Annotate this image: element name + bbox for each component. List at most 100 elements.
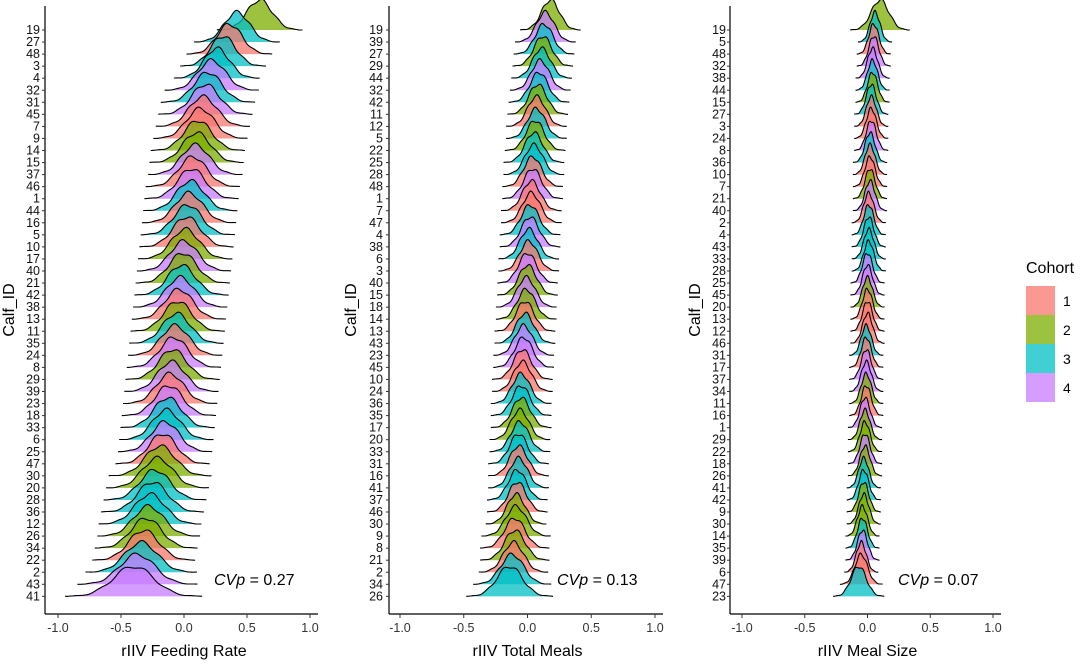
ridge-line-calf-35 xyxy=(490,385,552,417)
calf-id-label: 18 xyxy=(26,409,40,423)
ridge-line-calf-41 xyxy=(846,455,881,489)
calf-id-label: 36 xyxy=(369,397,383,411)
calf-id-label: 45 xyxy=(369,360,383,374)
ridge-line-calf-25 xyxy=(850,252,885,284)
ridge-line-calf-3 xyxy=(180,36,266,67)
ridge-line-calf-25 xyxy=(118,420,213,453)
ridge-line-calf-14 xyxy=(845,503,880,537)
ridge-line-calf-27 xyxy=(513,22,575,55)
calf-id-label: 38 xyxy=(712,71,726,85)
ridge-line-calf-6 xyxy=(498,226,560,260)
x-tick-label: 0.5 xyxy=(922,621,939,635)
ridge-line-calf-15 xyxy=(149,131,244,164)
ridge-line-calf-17 xyxy=(849,336,884,368)
ridge-line-calf-37 xyxy=(849,349,884,381)
ridge-line-calf-47 xyxy=(501,190,562,224)
ridge-line-calf-10 xyxy=(492,349,553,381)
ridge-line-calf-44 xyxy=(511,46,572,79)
ridge-line-calf-44 xyxy=(855,57,890,91)
calf-id-label: 40 xyxy=(369,276,383,290)
calf-id-label: 15 xyxy=(369,288,383,302)
ridge-line-calf-23 xyxy=(123,371,218,405)
calf-id-label: 43 xyxy=(712,240,726,254)
ridge-line-calf-39 xyxy=(515,9,576,43)
ridge-line-calf-38 xyxy=(133,274,228,308)
calf-id-label: 13 xyxy=(712,312,726,326)
ridge-line-calf-16 xyxy=(141,190,237,224)
ridge-line-calf-34 xyxy=(94,517,198,549)
x-tick-label: -0.5 xyxy=(453,621,475,635)
ridge-line-calf-30 xyxy=(846,491,881,525)
calf-id-label: 48 xyxy=(369,180,383,194)
ridge-line-calf-48 xyxy=(186,22,273,55)
calf-id-label: 14 xyxy=(712,529,726,543)
calf-id-label: 21 xyxy=(712,192,726,206)
calf-id-label: 23 xyxy=(712,589,726,603)
calf-id-label: 31 xyxy=(26,95,40,109)
ridge-line-calf-21 xyxy=(852,169,888,200)
calf-id-label: 25 xyxy=(369,156,383,170)
ridge-line-calf-4 xyxy=(173,46,260,79)
calf-id-label: 10 xyxy=(369,372,383,386)
ridge-line-calf-24 xyxy=(854,106,889,139)
ridge-line-calf-11 xyxy=(849,371,884,405)
panel-feeding: 1927483432314579141537461441651017402142… xyxy=(1,0,319,660)
ridge-line-calf-13 xyxy=(850,287,885,320)
calf-id-label: 27 xyxy=(369,47,383,61)
calf-id-label: 24 xyxy=(369,385,383,399)
ridge-fill-calf-19 xyxy=(520,0,581,30)
ridge-line-calf-30 xyxy=(108,444,212,477)
calf-id-label: 23 xyxy=(26,397,40,411)
ridge-line-calf-15 xyxy=(855,71,890,103)
ridge-line-calf-37 xyxy=(148,142,243,176)
ridge-line-calf-45 xyxy=(850,263,885,296)
calf-id-label: 34 xyxy=(369,577,383,591)
ridge-line-calf-40 xyxy=(497,253,558,284)
ridge-line-calf-29 xyxy=(847,407,883,441)
calf-id-label: 15 xyxy=(26,156,40,170)
calf-id-label: 44 xyxy=(26,204,40,218)
panel-size: 1954832384415273248361072140244333282545… xyxy=(687,0,1002,660)
ridge-line-calf-10 xyxy=(139,216,234,248)
calf-id-label: 31 xyxy=(712,348,726,362)
ridge-line-calf-40 xyxy=(852,178,888,212)
calf-id-label: 45 xyxy=(26,107,40,121)
ridge-line-calf-42 xyxy=(508,71,570,103)
calf-id-label: 25 xyxy=(712,276,726,290)
calf-id-label: 47 xyxy=(26,457,40,471)
ridge-line-calf-7 xyxy=(852,155,888,188)
calf-id-label: 44 xyxy=(712,83,726,97)
ridge-line-calf-21 xyxy=(480,529,550,561)
calf-id-label: 3 xyxy=(719,119,726,133)
calf-id-label: 6 xyxy=(33,433,40,447)
ridge-line-calf-17 xyxy=(138,226,233,260)
x-tick-label: 1.0 xyxy=(301,621,318,635)
ridge-line-calf-1 xyxy=(502,169,563,200)
ridge-line-calf-41 xyxy=(488,455,549,489)
calf-id-label: 14 xyxy=(369,312,383,326)
calf-id-label: 35 xyxy=(369,409,383,423)
calf-id-label: 48 xyxy=(712,47,726,61)
ridge-fill-calf-4 xyxy=(173,46,260,79)
calf-id-label: 11 xyxy=(27,324,40,338)
ridge-line-calf-16 xyxy=(488,444,549,477)
ridge-line-calf-28 xyxy=(503,142,565,176)
ridge-line-calf-18 xyxy=(847,434,883,465)
calf-id-label: 20 xyxy=(369,433,383,447)
ridge-line-calf-46 xyxy=(145,155,240,188)
calf-id-label: 14 xyxy=(26,144,40,158)
calf-id-label: 29 xyxy=(26,372,40,386)
x-axis-title: rIIV Meal Size xyxy=(818,643,918,660)
ridge-line-calf-23 xyxy=(493,323,554,356)
calf-id-label: 8 xyxy=(719,144,726,158)
calf-id-label: 4 xyxy=(376,228,383,242)
calf-id-label: 12 xyxy=(369,119,383,133)
ridge-line-calf-43 xyxy=(77,552,198,585)
ridge-line-calf-19 xyxy=(850,0,910,31)
legend-label-3: 3 xyxy=(1063,351,1071,367)
calf-id-label: 35 xyxy=(26,336,40,350)
calf-id-label: 12 xyxy=(26,517,40,531)
calf-id-label: 18 xyxy=(712,457,726,471)
y-axis-title: Calf_ID xyxy=(1,283,18,336)
